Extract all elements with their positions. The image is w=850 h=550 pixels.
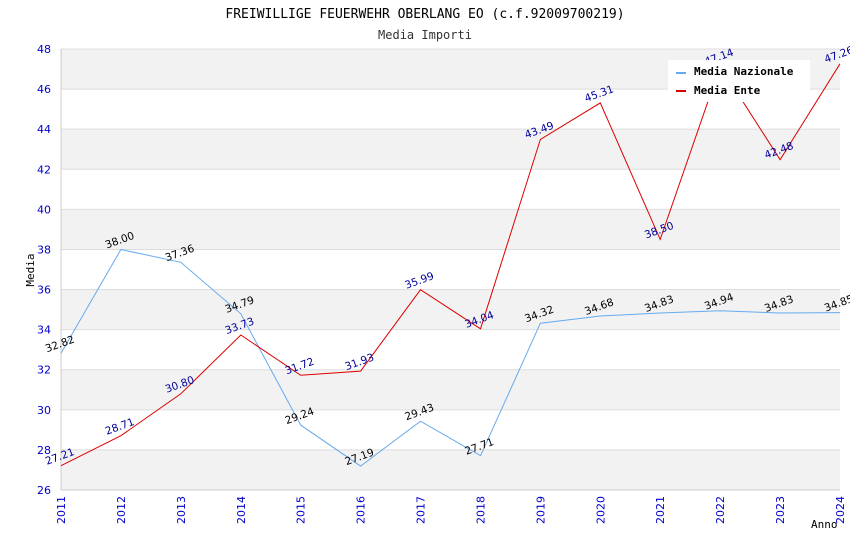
x-tick-label: 2020 [594,496,607,524]
x-tick-label: 2016 [355,496,368,524]
grid-band [61,129,840,170]
chart-title: FREIWILLIGE FEUERWEHR OBERLANG EO (c.f.9… [225,7,624,22]
x-tick-label: 2019 [534,496,547,524]
x-tick-label: 2023 [774,496,787,524]
series-line-nazionale [60,248,841,467]
y-tick-label: 34 [37,324,51,337]
x-tick-label: 2018 [474,496,487,524]
y-tick-label: 46 [37,83,51,96]
grid-bands [61,49,840,490]
y-tick-label: 28 [37,444,51,457]
y-tick-label: 40 [37,203,51,216]
y-tick-label: 32 [37,364,51,377]
data-label-ente: 35.99 [403,270,435,292]
x-tick-label: 2017 [415,496,428,524]
y-tick-label: 26 [37,484,51,497]
x-tick-label: 2011 [55,496,68,524]
x-tick-label: 2024 [834,496,847,524]
y-tick-label: 44 [37,123,51,136]
grid-lines [60,48,840,491]
x-axis-ticks: 2011 2012 2013 2014 2015 2016 2017 2018 2019 2020… [55,496,847,524]
data-label-ente: 28.71 [104,416,136,438]
chart-subtitle: Media Importi [378,28,472,42]
legend-box [668,60,810,102]
y-tick-label: 38 [37,243,51,256]
y-axis-label: Media [24,253,37,286]
legend: Media Nazionale Media Ente [668,60,810,102]
x-axis-label: Anno [811,518,838,531]
legend-label-ente: Media Ente [694,84,761,97]
x-tick-label: 2012 [115,496,128,524]
y-tick-label: 36 [37,284,51,297]
y-axis-ticks: 26 28 30 32 34 36 38 40 42 44 46 48 [37,43,51,497]
grid-band [61,369,840,410]
grid-band [61,209,840,250]
x-tick-label: 2014 [235,496,248,524]
x-tick-label: 2015 [295,496,308,524]
legend-label-nazionale: Media Nazionale [694,65,794,78]
x-tick-label: 2013 [175,496,188,524]
data-label-nazionale: 32.82 [44,334,76,356]
grid-band [61,449,840,490]
x-tick-label: 2021 [654,496,667,524]
x-tick-label: 2022 [714,496,727,524]
y-tick-label: 48 [37,43,51,56]
y-tick-label: 30 [37,404,51,417]
y-tick-label: 42 [37,163,51,176]
